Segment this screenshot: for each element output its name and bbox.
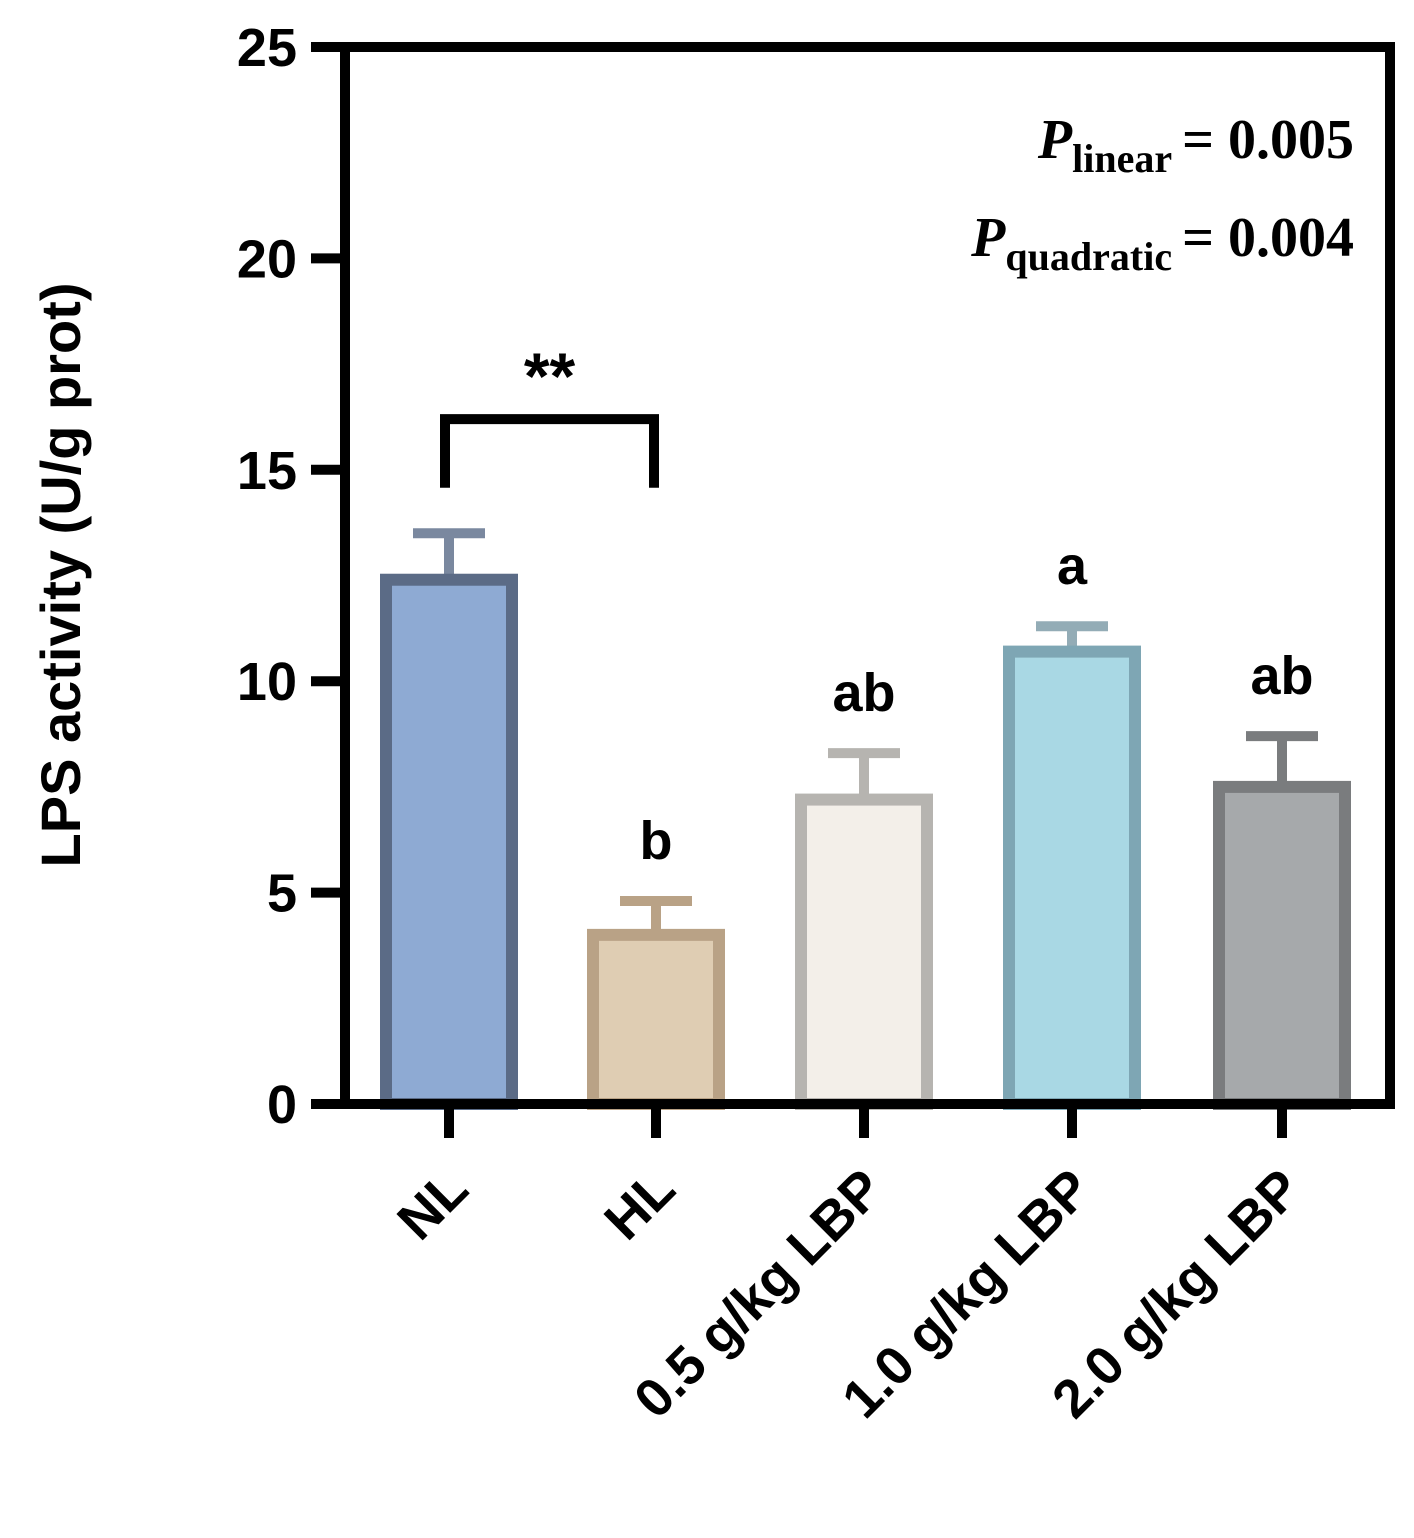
bar-hl	[587, 928, 725, 1110]
p-quadratic-stat: Pquadratic = 0.004	[970, 207, 1354, 279]
p-quadratic-symbol: P	[970, 207, 1006, 269]
bar-1-0-g-kg-lbp	[1003, 645, 1141, 1110]
bars-layer: b ab a ab	[380, 528, 1351, 1111]
y-tick-label-10: 10	[237, 652, 297, 712]
p-linear-value: = 0.005	[1182, 109, 1354, 171]
p-quadratic-subscript: quadratic	[1005, 234, 1172, 279]
p-linear-symbol: P	[1037, 109, 1073, 171]
sig-letter-hl: b	[640, 811, 673, 871]
y-tick-label-20: 20	[237, 229, 297, 289]
bar-nl	[380, 573, 518, 1110]
y-axis-title: LPS activity (U/g prot)	[29, 283, 92, 868]
sig-letter-1-0-g-kg-lbp: a	[1057, 536, 1088, 596]
x-tick-label-nl: NL	[386, 1158, 479, 1251]
plot-frame	[340, 42, 1395, 1109]
bar-2-0-g-kg-lbp	[1213, 780, 1351, 1111]
x-tick-label-hl: HL	[593, 1158, 686, 1251]
significance-bracket	[440, 414, 659, 488]
bar-0-5-g-kg-lbp	[795, 793, 933, 1110]
p-linear-subscript: linear	[1072, 136, 1172, 181]
sig-letter-0-5-g-kg-lbp: ab	[832, 663, 895, 723]
sig-letter-2-0-g-kg-lbp: ab	[1250, 646, 1313, 706]
y-tick-label-25: 25	[237, 18, 297, 78]
significance-stars: **	[524, 339, 576, 413]
y-tick-label-0: 0	[267, 1075, 297, 1135]
p-quadratic-value: = 0.004	[1182, 207, 1354, 269]
y-tick-label-5: 5	[267, 864, 297, 924]
y-tick-label-15: 15	[237, 441, 297, 501]
p-linear-stat: Plinear = 0.005	[1037, 109, 1354, 181]
